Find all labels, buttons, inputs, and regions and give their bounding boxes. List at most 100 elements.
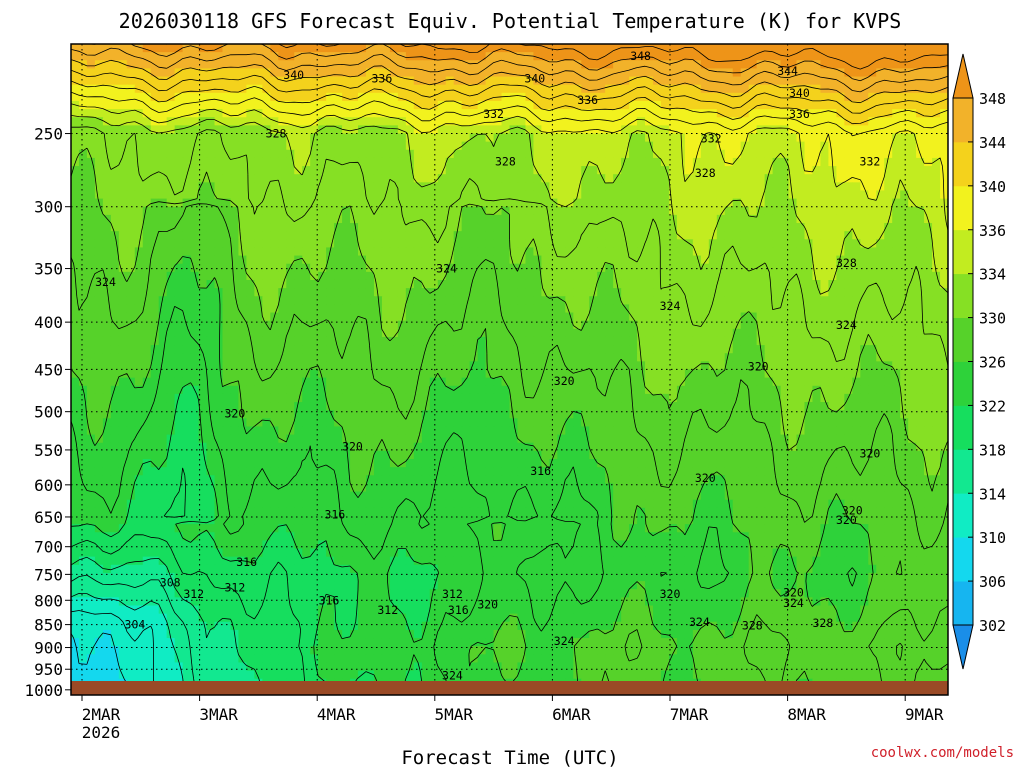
- field-cell: [302, 369, 311, 379]
- field-cell: [660, 109, 670, 118]
- field-cell: [485, 76, 495, 86]
- field-cell: [876, 214, 885, 224]
- field-cell: [373, 182, 383, 192]
- field-cell: [645, 60, 654, 70]
- field-cell: [445, 353, 455, 362]
- field-cell: [294, 76, 303, 86]
- field-cell: [78, 52, 88, 61]
- field-cell: [318, 336, 327, 346]
- field-cell: [461, 109, 471, 118]
- field-cell: [716, 125, 726, 135]
- field-cell: [940, 141, 948, 151]
- field-cell: [796, 214, 806, 224]
- field-cell: [238, 345, 247, 354]
- field-cell: [222, 133, 232, 143]
- field-cell: [190, 60, 200, 70]
- field-cell: [916, 239, 925, 249]
- field-cell: [509, 247, 519, 257]
- field-cell: [724, 214, 734, 224]
- field-cell: [150, 182, 160, 192]
- field-cell: [860, 385, 869, 395]
- field-cell: [892, 44, 901, 53]
- field-cell: [932, 377, 941, 387]
- field-cell: [429, 174, 439, 183]
- field-cell: [613, 190, 622, 200]
- field-cell: [190, 402, 200, 411]
- field-cell: [429, 263, 439, 273]
- field-cell: [573, 117, 582, 126]
- field-cell: [660, 166, 670, 175]
- field-cell: [700, 247, 710, 257]
- field-cell: [334, 336, 343, 346]
- field-cell: [565, 133, 574, 143]
- field-cell: [884, 385, 893, 395]
- field-cell: [621, 288, 630, 297]
- field-cell: [772, 174, 782, 183]
- field-cell: [86, 190, 96, 200]
- field-cell: [501, 52, 511, 61]
- field-cell: [892, 296, 901, 305]
- field-cell: [788, 133, 798, 143]
- field-cell: [150, 166, 160, 175]
- field-cell: [812, 336, 822, 346]
- field-cell: [365, 402, 375, 411]
- field-cell: [621, 149, 630, 159]
- field-cell: [708, 223, 718, 232]
- field-cell: [71, 60, 80, 70]
- field-cell: [565, 393, 574, 403]
- field-cell: [764, 60, 774, 70]
- field-cell: [852, 296, 861, 305]
- field-cell: [916, 288, 925, 297]
- field-cell: [166, 174, 176, 183]
- field-cell: [294, 263, 303, 273]
- field-cell: [373, 304, 383, 314]
- field-cell: [469, 84, 479, 94]
- field-cell: [932, 361, 941, 371]
- field-cell: [469, 117, 479, 126]
- field-cell: [884, 182, 893, 192]
- field-cell: [493, 198, 503, 208]
- field-cell: [732, 182, 742, 192]
- field-cell: [94, 361, 104, 371]
- field-cell: [477, 336, 487, 346]
- field-cell: [126, 410, 136, 419]
- field-cell: [381, 288, 391, 297]
- field-cell: [71, 190, 80, 200]
- field-cell: [573, 312, 582, 322]
- field-cell: [302, 312, 311, 322]
- field-cell: [884, 353, 893, 362]
- field-cell: [525, 345, 535, 354]
- field-cell: [900, 255, 909, 265]
- field-cell: [756, 117, 766, 126]
- field-cell: [748, 255, 758, 265]
- field-cell: [637, 255, 646, 265]
- field-cell: [270, 377, 279, 387]
- field-cell: [405, 84, 415, 94]
- field-cell: [421, 239, 431, 249]
- field-cell: [892, 157, 901, 167]
- field-cell: [541, 223, 550, 232]
- field-cell: [310, 247, 319, 257]
- field-cell: [653, 336, 662, 346]
- field-cell: [334, 206, 343, 216]
- field-cell: [541, 393, 550, 403]
- field-cell: [708, 117, 718, 126]
- field-cell: [405, 109, 415, 118]
- field-cell: [756, 336, 766, 346]
- field-cell: [214, 231, 224, 240]
- field-cell: [397, 361, 407, 371]
- field-cell: [653, 109, 662, 118]
- field-cell: [613, 76, 622, 86]
- field-cell: [692, 182, 702, 192]
- field-cell: [621, 190, 630, 200]
- field-cell: [724, 288, 734, 297]
- field-cell: [772, 214, 782, 224]
- field-cell: [270, 76, 279, 86]
- field-cell: [254, 393, 263, 403]
- field-cell: [365, 312, 375, 322]
- field-cell: [836, 174, 845, 183]
- field-cell: [645, 190, 654, 200]
- field-cell: [286, 279, 295, 289]
- field-cell: [71, 44, 80, 53]
- field-cell: [692, 206, 702, 216]
